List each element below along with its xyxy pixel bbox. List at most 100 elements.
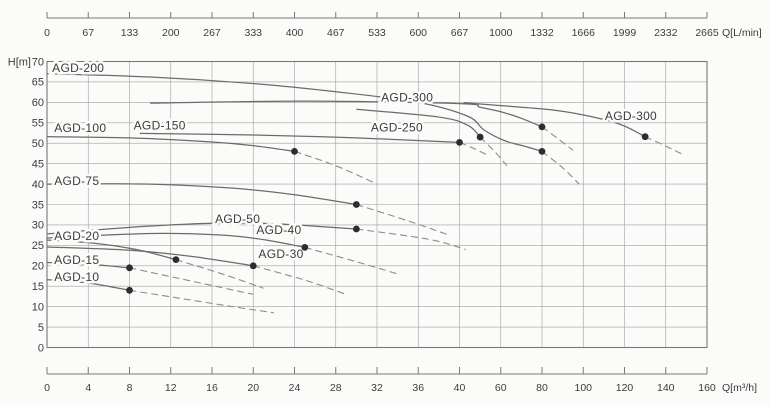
curve-agd-30-label: AGD-30 <box>258 247 303 261</box>
y-axis-tick-label: 5 <box>38 322 44 334</box>
top-axis-tick-label: 400 <box>286 27 304 39</box>
curve-agd-20-dashed <box>175 259 264 289</box>
bottom-axis-tick-label: 32 <box>371 382 383 394</box>
y-axis-tick-label: 40 <box>32 179 44 191</box>
curve-agd-50-label: AGD-50 <box>215 212 260 226</box>
curve-agd-250-dashed <box>479 136 508 167</box>
curve-agd-15-dashed <box>129 267 254 295</box>
y-axis-unit: H[m] <box>8 56 31 68</box>
bottom-axis-tick-label: 20 <box>247 382 259 394</box>
curve-agd-100-dashed <box>294 150 378 185</box>
top-axis-tick-label: 2332 <box>654 27 678 39</box>
curve-agd-30-solid <box>46 246 254 267</box>
curve-agd-15-solid <box>46 261 130 269</box>
top-axis-tick-label: 67 <box>82 27 94 39</box>
curve-agd-40-dashed <box>304 246 398 275</box>
curve-agd-150-dashed <box>459 141 489 156</box>
y-axis-tick-label: 45 <box>32 158 44 170</box>
curve-agd-40-solid <box>46 232 305 249</box>
bottom-axis-tick-label: 16 <box>206 382 218 394</box>
curve-agd-200-point <box>538 147 546 155</box>
curve-agd-150-label: AGD-150 <box>134 119 186 133</box>
top-axis-tick-label: 1000 <box>489 27 513 39</box>
curve-agd-15-label: AGD-15 <box>54 253 99 267</box>
curve-agd-100-point <box>291 147 298 155</box>
bottom-axis-tick-label: 40 <box>454 382 466 394</box>
curve-agd-300-a-solid <box>150 100 543 128</box>
y-axis-tick-label: 35 <box>32 199 44 211</box>
curve-agd-250-label: AGD-250 <box>371 121 423 135</box>
top-axis-tick-label: 667 <box>451 27 469 39</box>
top-axis-tick-label: 200 <box>162 27 180 39</box>
curve-agd-150-point <box>456 138 463 146</box>
curve-agd-250-solid <box>356 108 481 138</box>
curve-agd-200-dashed <box>541 150 580 185</box>
bottom-axis-tick-label: 4 <box>85 382 91 394</box>
curve-agd-300-a-dashed <box>541 126 574 151</box>
curve-agd-10-point <box>126 286 133 294</box>
curve-agd-75-solid <box>46 183 357 206</box>
curve-agd-300-b-label: AGD-300 <box>605 109 657 123</box>
y-axis-tick-label: 60 <box>32 97 44 109</box>
bottom-axis-tick-label: 140 <box>657 382 675 394</box>
curve-agd-20-label: AGD-20 <box>54 229 99 243</box>
bottom-axis-tick-label: 100 <box>574 382 592 394</box>
bottom-axis-tick-label: 8 <box>127 382 133 394</box>
y-axis-tick-label: 50 <box>32 138 44 150</box>
bottom-axis-tick-label: 24 <box>289 382 301 394</box>
curve-agd-150-solid <box>139 132 460 144</box>
top-axis-tick-label: 0 <box>44 27 50 39</box>
top-axis-tick-label: 467 <box>327 27 345 39</box>
top-axis-tick-label: 133 <box>121 27 139 39</box>
curve-agd-15-point <box>126 264 133 272</box>
y-axis-tick-label: 20 <box>32 261 44 273</box>
curve-agd-50-solid <box>46 222 357 235</box>
curve-agd-30-dashed <box>253 265 347 295</box>
curve-agd-75-label: AGD-75 <box>54 174 99 188</box>
curve-agd-300-b-dashed <box>644 136 683 155</box>
curve-agd-300-a-label: AGD-300 <box>381 90 433 104</box>
top-axis-tick-label: 1999 <box>613 27 637 39</box>
bottom-axis-tick-label: 120 <box>616 382 634 394</box>
bottom-axis-tick-label: 28 <box>330 382 342 394</box>
y-axis-tick-label: 10 <box>32 301 44 313</box>
bottom-axis-unit: Q[m³/h] <box>722 382 757 394</box>
bottom-axis-tick-label: 0 <box>44 382 50 394</box>
y-axis-tick-label: 25 <box>32 240 44 252</box>
bottom-axis-tick-label: 80 <box>536 382 548 394</box>
y-axis-tick-label: 0 <box>38 342 44 354</box>
top-axis-tick-label: 2665 <box>695 27 719 39</box>
bottom-axis-tick-label: 160 <box>698 382 716 394</box>
top-axis-tick-label: 1332 <box>530 27 554 39</box>
curve-agd-10-dashed <box>129 289 274 314</box>
y-axis-tick-label: 65 <box>32 77 44 89</box>
bottom-axis-tick-label: 12 <box>165 382 177 394</box>
curve-agd-300-a-point <box>538 123 546 131</box>
curve-agd-75-dashed <box>356 203 450 236</box>
top-axis-tick-label: 600 <box>409 27 427 39</box>
curve-agd-50-dashed <box>356 228 466 250</box>
bottom-axis-tick-label: 60 <box>495 382 507 394</box>
curve-agd-200-label: AGD-200 <box>52 61 104 75</box>
y-axis-tick-label: 15 <box>32 281 44 293</box>
curve-agd-10-label: AGD-10 <box>54 270 99 284</box>
y-axis-tick-label: 30 <box>32 220 44 232</box>
y-axis-tick-label: 55 <box>32 118 44 130</box>
curve-agd-300-b-point <box>641 133 649 141</box>
curve-agd-50-point <box>352 225 360 233</box>
curve-agd-20-solid <box>46 239 177 261</box>
curve-agd-40-label: AGD-40 <box>256 223 301 237</box>
bottom-axis-tick-label: 36 <box>412 382 424 394</box>
top-axis-tick-label: 267 <box>203 27 221 39</box>
top-axis-unit: Q[L/min] <box>722 27 762 39</box>
curve-agd-250-point <box>476 133 484 141</box>
curve-agd-100-solid <box>46 136 295 153</box>
curve-agd-20-point <box>172 256 180 264</box>
curve-agd-300-b-solid <box>463 102 646 138</box>
curve-agd-40-point <box>301 244 309 251</box>
curve-agd-30-point <box>249 262 257 270</box>
curve-agd-10-solid <box>46 279 130 291</box>
plot-frame <box>46 60 708 349</box>
